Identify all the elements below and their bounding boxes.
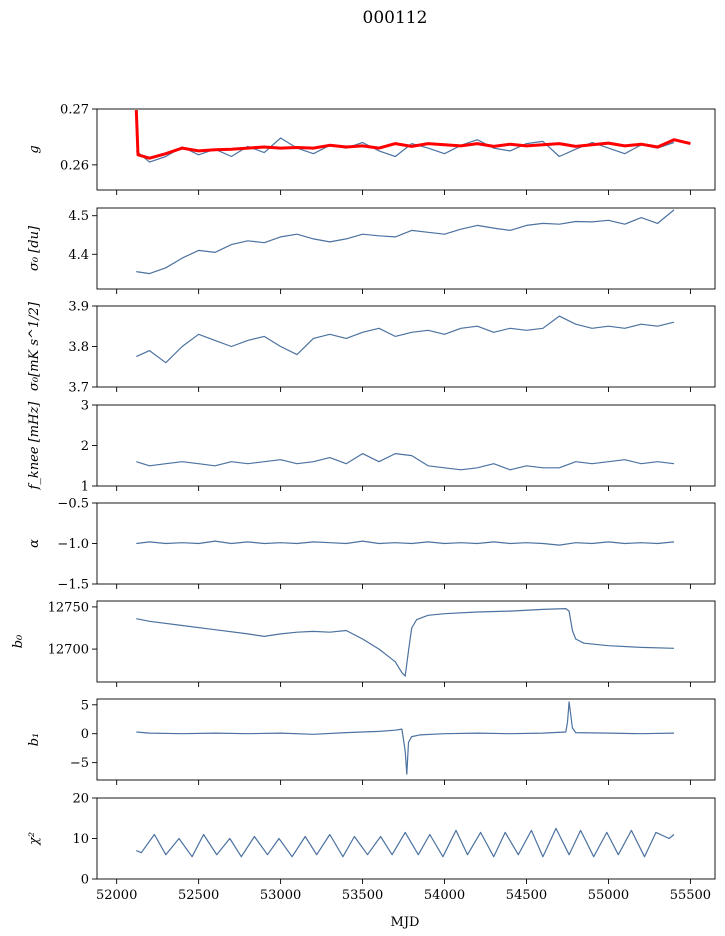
y-tick-label: −5 (70, 756, 89, 771)
y-axis-label: χ² (27, 832, 42, 846)
y-tick-label: 4.4 (68, 248, 89, 263)
x-tick-label: 52000 (96, 888, 137, 903)
y-tick-label: 5 (81, 698, 89, 713)
x-tick-label: 53000 (260, 888, 301, 903)
y-tick-label: 3 (81, 399, 89, 414)
x-tick-label: 52500 (178, 888, 219, 903)
panel-frame (96, 698, 716, 781)
panel-7: 0 10 20 χ² 52000 52500 53000 53500 54000 54500 550… (27, 792, 716, 903)
series-line-1-0 (136, 209, 675, 275)
panel-frame (96, 797, 716, 880)
y-axis-label: α (27, 539, 42, 548)
series-line-6-0 (136, 701, 675, 775)
y-axis-label: b₁ (27, 733, 42, 747)
y-tick-label: 3.7 (68, 381, 89, 396)
panel-frame (96, 600, 716, 683)
panel-3: 1 2 3 f_knee [mHz] (27, 399, 716, 495)
panel-5: 12700 12750 b₀ (11, 600, 716, 687)
x-tick-label: 55000 (588, 888, 629, 903)
panel-frame (96, 207, 716, 290)
x-axis-label: MJD (391, 915, 420, 930)
x-tick-label: 55500 (670, 888, 711, 903)
x-tick-label: 54000 (424, 888, 465, 903)
y-axis-label: b₀ (11, 634, 26, 648)
figure-title: 000112 (363, 8, 428, 28)
series-line-5-0 (136, 607, 675, 677)
series-line-0-1 (134, 110, 691, 160)
series-line-3-0 (136, 453, 675, 471)
panel-frame (96, 305, 716, 388)
y-tick-label: −1.0 (57, 537, 89, 552)
y-axis-label: g (27, 145, 42, 153)
y-tick-label: 0.27 (60, 103, 89, 118)
y-tick-label: 3.9 (68, 300, 89, 315)
y-axis-label: σ₀ [du] (27, 225, 42, 271)
y-tick-label: 3.8 (68, 340, 89, 355)
series-line-4-0 (136, 540, 675, 546)
x-tick-label: 53500 (342, 888, 383, 903)
series-line-7-0 (136, 827, 675, 858)
y-tick-label: 12700 (48, 643, 89, 658)
panel-6: −5 0 5 b₁ (27, 698, 716, 785)
y-tick-label: 0.26 (60, 158, 89, 173)
panel-0: 0.26 0.27 g (27, 103, 716, 195)
panels: 0.26 0.27 g 4.4 4.5 σ₀ [du] 3.7 3.8 3.9 σ₀[mK s^1… (11, 103, 716, 903)
panel-4: −1.5 −1.0 −0.5 α (27, 497, 716, 593)
panel-frame (96, 108, 716, 191)
y-axis-label: σ₀[mK s^1/2] (27, 301, 42, 391)
y-tick-label: 10 (72, 832, 89, 847)
panel-2: 3.7 3.8 3.9 σ₀[mK s^1/2] (27, 300, 716, 396)
y-tick-label: −1.5 (57, 578, 89, 593)
y-tick-label: 12750 (48, 600, 89, 615)
y-tick-label: 2 (81, 439, 89, 454)
y-tick-label: 0 (81, 727, 89, 742)
series-line-2-0 (136, 315, 675, 364)
y-tick-label: 20 (72, 792, 89, 807)
y-tick-label: 0 (81, 873, 89, 888)
panel-1: 4.4 4.5 σ₀ [du] (27, 207, 716, 294)
y-tick-label: −0.5 (57, 497, 89, 512)
x-tick-label: 54500 (506, 888, 547, 903)
y-tick-label: 4.5 (68, 209, 89, 224)
y-axis-label: f_knee [mHz] (27, 401, 42, 491)
panel-frame (96, 404, 716, 487)
y-tick-label: 1 (81, 480, 89, 495)
